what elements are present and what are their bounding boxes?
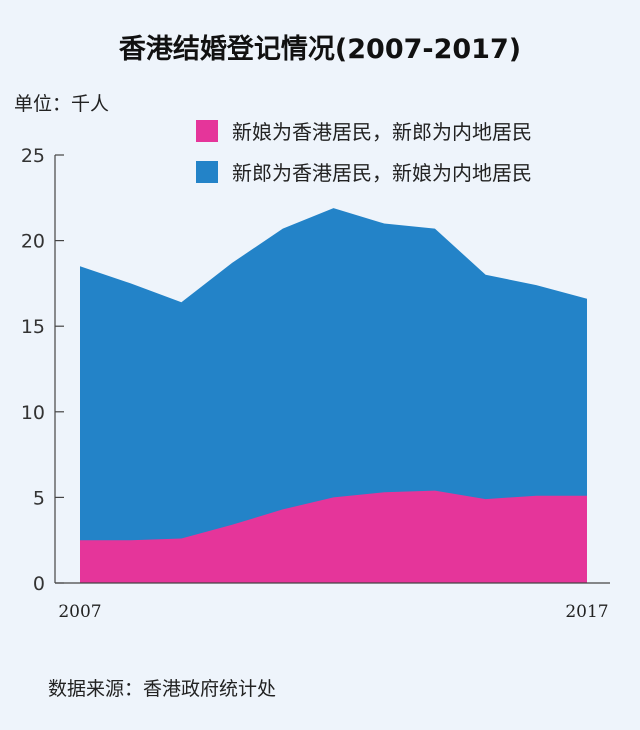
- source-note: 数据来源：香港政府统计处: [48, 678, 276, 700]
- y-tick-label: 10: [21, 402, 45, 424]
- y-axis: 0 5 10 15 20 25: [21, 145, 64, 595]
- area-bride-hk: [80, 490, 587, 583]
- legend: 新娘为香港居民，新郎为内地居民 新郎为香港居民，新娘为内地居民: [196, 120, 532, 185]
- unit-label: 单位：千人: [14, 93, 109, 115]
- y-tick-label: 5: [33, 487, 45, 509]
- y-tick-label: 15: [21, 316, 45, 338]
- x-axis: 2007 2017: [55, 582, 610, 622]
- x-tick-label: 2017: [565, 602, 608, 622]
- legend-label-groom-hk: 新郎为香港居民，新娘为内地居民: [232, 161, 532, 185]
- x-tick-label: 2007: [58, 602, 101, 622]
- chart-title: 香港结婚登记情况(2007-2017): [119, 34, 521, 65]
- y-tick-label: 25: [21, 145, 45, 167]
- y-tick-label: 20: [21, 231, 45, 253]
- y-tick-label: 0: [33, 573, 45, 595]
- legend-label-bride-hk: 新娘为香港居民，新郎为内地居民: [232, 120, 532, 144]
- plot-area: [80, 208, 587, 583]
- legend-swatch-bride-hk: [196, 120, 218, 142]
- legend-swatch-groom-hk: [196, 161, 218, 183]
- area-groom-hk: [80, 208, 587, 583]
